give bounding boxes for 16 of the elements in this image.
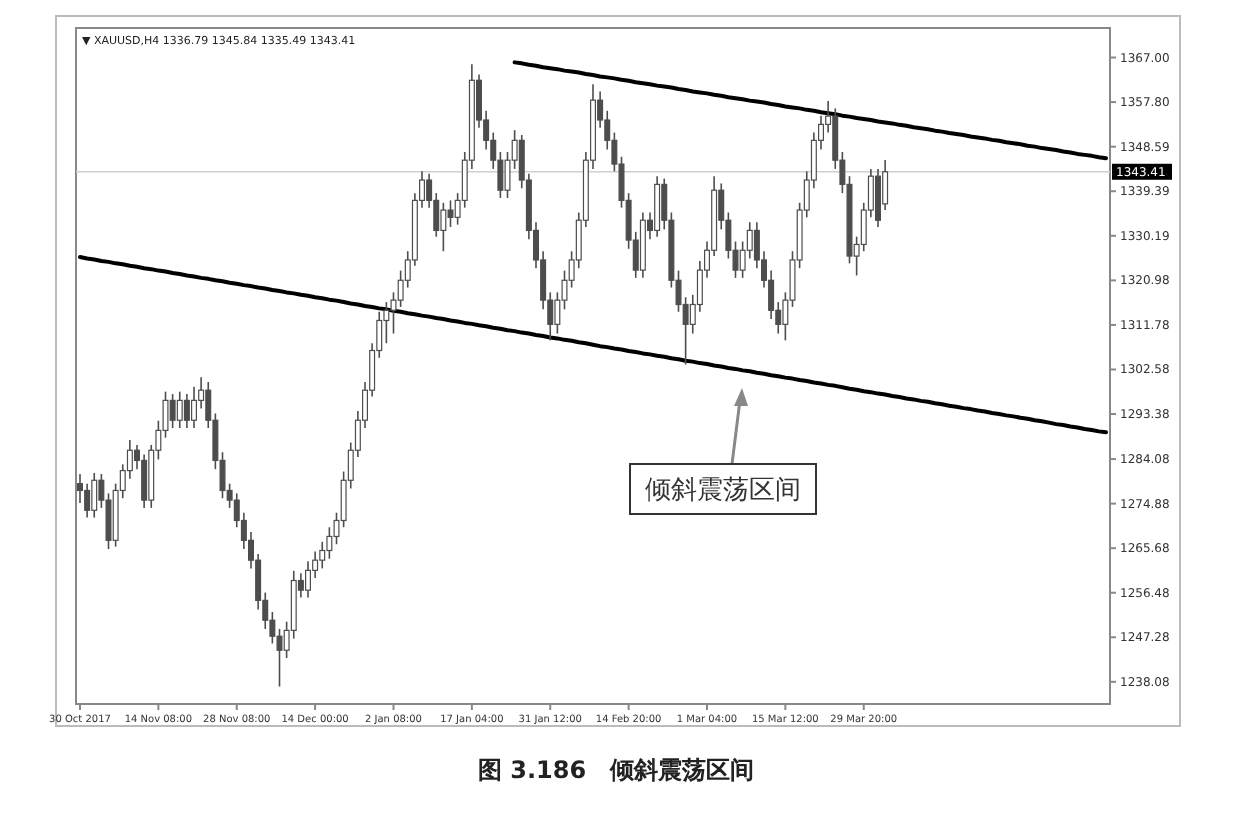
candlestick	[326, 526, 333, 560]
line-series	[512, 60, 1108, 161]
line-series	[78, 255, 1108, 435]
candlestick	[440, 202, 447, 253]
candlestick	[654, 175, 661, 238]
candlestick	[183, 393, 190, 429]
candlestick	[84, 482, 91, 519]
candlestick	[875, 168, 881, 228]
caption: 图 3.186 倾斜震荡区间	[477, 756, 755, 784]
candlestick	[91, 472, 98, 519]
candlestick	[319, 540, 326, 570]
candlestick	[447, 199, 454, 228]
annotation: 倾斜震荡区间	[645, 476, 801, 506]
candlestick	[176, 390, 183, 429]
candlestick	[169, 393, 176, 429]
candlestick	[141, 453, 148, 509]
